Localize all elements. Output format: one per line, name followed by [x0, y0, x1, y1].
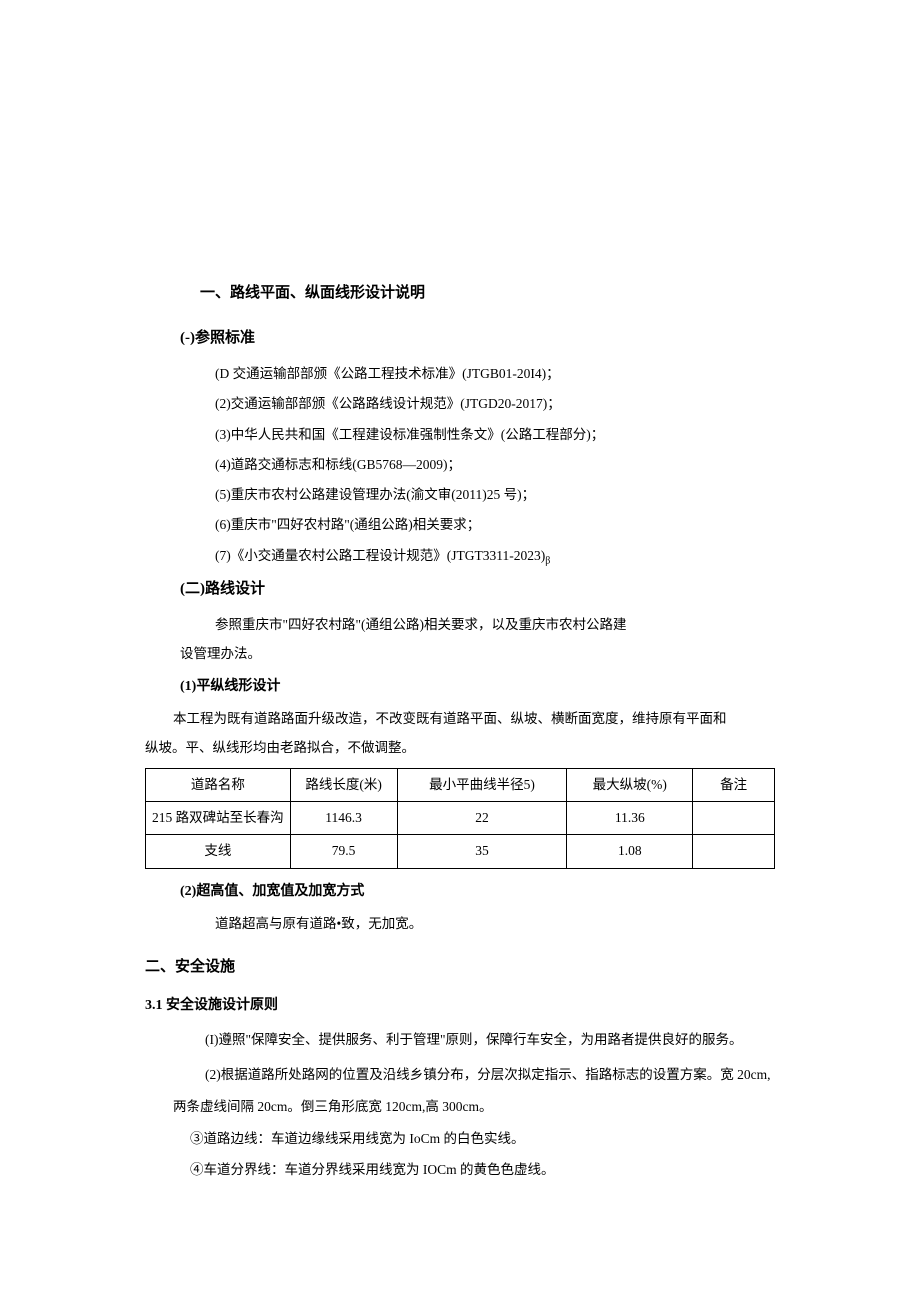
design-para-2-cont: 纵坡。平、纵线形均由老路拟合，不做调整。	[145, 736, 775, 760]
section-1-1-title: (-)参照标准	[180, 325, 775, 352]
safety-item-2-cont: 两条虚线间隔 20cm。倒三角形底宽 120cm,高 300cm。	[173, 1095, 775, 1119]
standard-item-2: (2)交通运输部部颁《公路路线设计规范》(JTGD20-2017)；	[215, 392, 775, 416]
subsection-1-title: (1)平纵线形设计	[180, 674, 775, 699]
standard-item-3: (3)中华人民共和国《工程建设标准强制性条文》(公路工程部分)；	[215, 423, 775, 447]
table-cell: 1.08	[567, 835, 693, 868]
table-cell: 22	[397, 802, 567, 835]
table-header-name: 道路名称	[146, 768, 291, 801]
table-cell: 支线	[146, 835, 291, 868]
table-cell: 79.5	[290, 835, 397, 868]
safety-item-1: (I)遵照"保障安全、提供服务、利于管理"原则，保障行车安全，为用路者提供良好的…	[205, 1028, 775, 1052]
table-header-slope: 最大纵坡(%)	[567, 768, 693, 801]
table-cell	[693, 835, 775, 868]
table-row: 215 路双碑站至长春沟 1146.3 22 11.36	[146, 802, 775, 835]
table-cell	[693, 802, 775, 835]
standard-item-5: (5)重庆市农村公路建设管理办法(渝文审(2011)25 号)；	[215, 483, 775, 507]
table-cell: 1146.3	[290, 802, 397, 835]
table-cell: 35	[397, 835, 567, 868]
table-row: 支线 79.5 35 1.08	[146, 835, 775, 868]
standard-item-1: (D 交通运输部部颁《公路工程技术标准》(JTGB01-20I4)；	[215, 362, 775, 386]
table-header-radius: 最小平曲线半径5)	[397, 768, 567, 801]
road-data-table: 道路名称 路线长度(米) 最小平曲线半径5) 最大纵坡(%) 备注 215 路双…	[145, 768, 775, 869]
route-design-para-1-cont: 设管理办法。	[180, 642, 775, 666]
standard-item-7-text: (7)《小交通量农村公路工程设计规范》(JTGT3311-2023)	[215, 548, 545, 563]
safety-item-2: (2)根据道路所处路网的位置及沿线乡镇分布，分层次拟定指示、指路标志的设置方案。…	[205, 1063, 775, 1087]
subsection-2-title: (2)超高值、加宽值及加宽方式	[180, 879, 775, 904]
safety-item-3: ③道路边线：车道边缘线采用线宽为 IoCm 的白色实线。	[190, 1127, 775, 1151]
standard-item-6: (6)重庆市"四好农村路"(通组公路)相关要求；	[215, 513, 775, 537]
safety-item-4: ④车道分界线：车道分界线采用线宽为 IOCm 的黄色色虚线。	[190, 1158, 775, 1182]
table-cell: 11.36	[567, 802, 693, 835]
table-header-row: 道路名称 路线长度(米) 最小平曲线半径5) 最大纵坡(%) 备注	[146, 768, 775, 801]
table-header-remark: 备注	[693, 768, 775, 801]
section-1-title: 一、路线平面、纵面线形设计说明	[200, 280, 775, 307]
section-1-2-title: (二)路线设计	[180, 576, 775, 603]
route-design-para-1: 参照重庆市"四好农村路"(通组公路)相关要求，以及重庆市农村公路建	[215, 613, 775, 637]
design-para-2: 本工程为既有道路路面升级改造，不改变既有道路平面、纵坡、横断面宽度，维持原有平面…	[145, 707, 775, 731]
superelevation-para: 道路超高与原有道路•致，无加宽。	[215, 912, 775, 936]
section-2-title: 二、安全设施	[145, 954, 775, 981]
table-header-length: 路线长度(米)	[290, 768, 397, 801]
table-cell: 215 路双碑站至长春沟	[146, 802, 291, 835]
standard-item-7: (7)《小交通量农村公路工程设计规范》(JTGT3311-2023)β	[215, 544, 775, 571]
standard-item-4: (4)道路交通标志和标线(GB5768—2009)；	[215, 453, 775, 477]
subscript-beta: β	[545, 555, 550, 566]
section-2-1-title: 3.1 安全设施设计原则	[145, 993, 775, 1018]
